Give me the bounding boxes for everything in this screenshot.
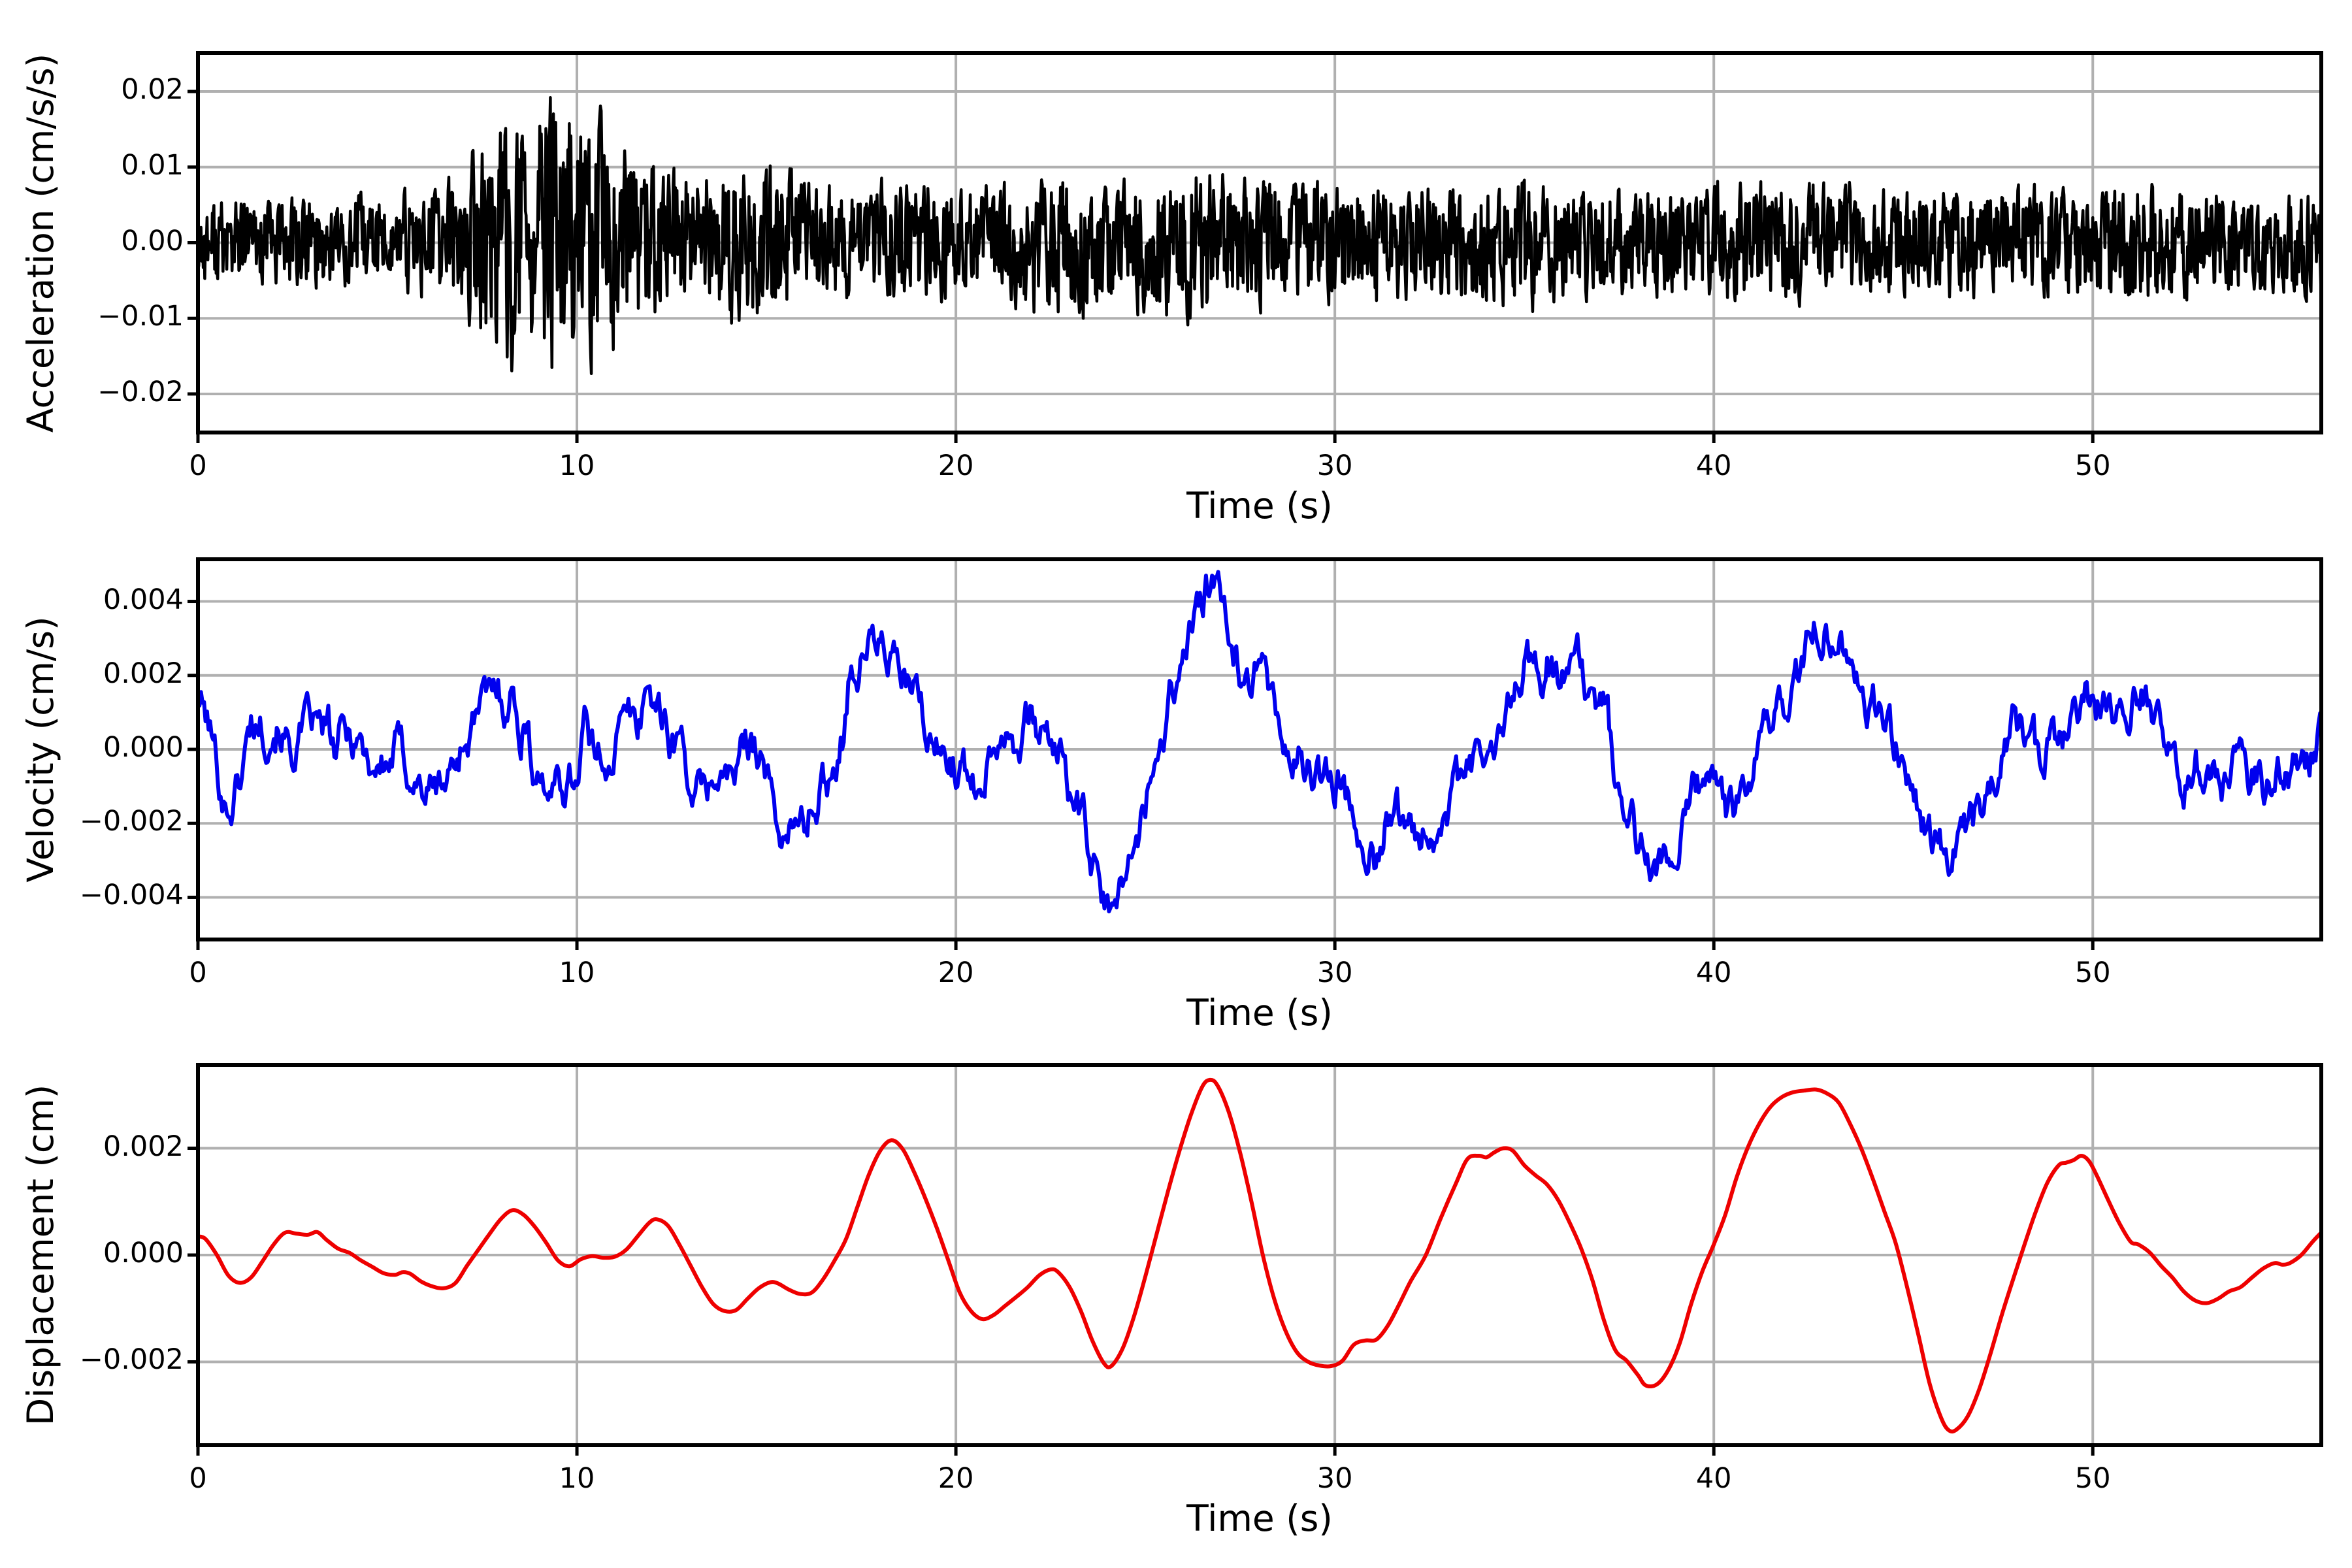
y-tick-label: −0.01: [97, 300, 184, 333]
displacement-x-axis-label: Time (s): [1186, 1497, 1333, 1539]
axes-spines: [196, 557, 2323, 941]
x-tick-label: 10: [559, 1462, 595, 1495]
x-tick-label: 20: [938, 1462, 974, 1495]
acceleration-plot-area: [188, 51, 2323, 443]
x-tick-label: 10: [559, 956, 595, 989]
velocity-plot-area: [188, 557, 2323, 950]
x-tick-label: 10: [559, 449, 595, 482]
x-tick-label: 50: [2074, 1462, 2111, 1495]
x-tick-label: 40: [1695, 1462, 1732, 1495]
x-tick-label: 30: [1316, 1462, 1353, 1495]
x-tick-label: 0: [189, 1462, 207, 1495]
velocity-x-axis-label: Time (s): [1186, 992, 1333, 1034]
x-tick-label: 0: [189, 449, 207, 482]
y-tick-label: 0.01: [121, 148, 184, 182]
y-tick-label: 0.000: [103, 1237, 184, 1269]
displacement-trace: [198, 1077, 2321, 1434]
x-tick-label: 0: [189, 956, 207, 989]
y-tick-label: −0.02: [97, 375, 184, 408]
displacement-plot-area: [188, 1063, 2323, 1456]
acceleration-x-axis-label: Time (s): [1186, 485, 1333, 527]
y-tick-label: 0.002: [103, 657, 184, 690]
acceleration-trace: [198, 96, 2321, 376]
x-tick-label: 20: [938, 449, 974, 482]
x-tick-label: 50: [2074, 449, 2111, 482]
velocity-trace: [198, 570, 2321, 913]
y-tick-label: 0.004: [103, 583, 184, 616]
y-tick-label: 0.02: [121, 73, 184, 106]
x-tick-label: 30: [1316, 956, 1353, 989]
x-tick-label: 20: [938, 956, 974, 989]
y-tick-label: 0.002: [103, 1130, 184, 1163]
y-tick-label: 0.00: [121, 224, 184, 257]
x-tick-label: 50: [2074, 956, 2111, 989]
axes-spines: [196, 1063, 2323, 1447]
y-tick-label: −0.004: [79, 879, 184, 912]
y-tick-label: 0.000: [103, 731, 184, 764]
x-tick-label: 40: [1695, 956, 1732, 989]
x-tick-label: 30: [1316, 449, 1353, 482]
y-tick-label: −0.002: [79, 805, 184, 838]
axes-spines: [196, 51, 2323, 434]
y-tick-label: −0.002: [79, 1343, 184, 1377]
x-tick-label: 40: [1695, 449, 1732, 482]
